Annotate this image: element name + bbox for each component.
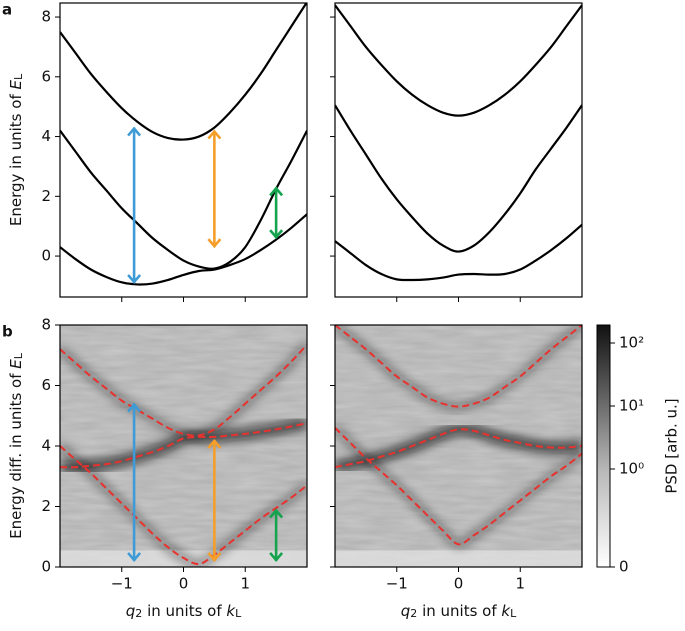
arrow-head <box>127 552 142 562</box>
xlabel-part: in units of <box>417 602 501 620</box>
x-tick-label: −1 <box>386 575 408 593</box>
xlabel-part: L <box>235 607 242 620</box>
colorbar-tick-label: 10⁰ <box>619 460 644 478</box>
xlabel-part: q <box>126 602 136 620</box>
dashed-curve <box>335 427 582 546</box>
colorbar-tick-label: 0 <box>619 558 629 576</box>
panel-label: a <box>2 1 12 19</box>
xlabel-part: k <box>501 602 511 620</box>
heatmap-floor <box>335 550 582 567</box>
band-curve <box>335 223 582 282</box>
x-tick-label: 0 <box>179 575 189 593</box>
arrow-head <box>207 129 222 140</box>
arrow-head <box>127 274 142 284</box>
arrow-head <box>207 438 222 449</box>
x-axis-label: q2 in units of kL <box>401 602 517 620</box>
x-tick-label: 0 <box>454 575 464 593</box>
ylabel-part: Energy diff. in units of <box>7 369 25 539</box>
band-curve <box>335 104 582 253</box>
y-tick-label: 8 <box>41 8 51 26</box>
ylabel-part: L <box>12 352 25 359</box>
colorbar-tick-label: 10² <box>619 334 644 352</box>
dashed-curve <box>60 445 307 565</box>
y-tick-label: 2 <box>41 187 51 205</box>
y-axis-label: Energy in units of EL <box>7 73 25 226</box>
arrow-head <box>127 126 142 137</box>
plot-area <box>60 325 307 567</box>
ylabel-part: E <box>7 359 25 369</box>
arrow-head <box>269 508 284 519</box>
band-curve <box>60 213 307 286</box>
arrow-head <box>269 186 284 197</box>
dashed-curve <box>335 428 582 469</box>
y-tick-label: 4 <box>41 437 51 455</box>
ylabel-part: L <box>12 73 25 80</box>
x-axis-label: q2 in units of kL <box>126 602 242 620</box>
arrow-head <box>207 238 222 249</box>
xlabel-part: L <box>510 607 517 620</box>
xlabel-part: q <box>401 602 411 620</box>
axes-frame <box>334 2 583 298</box>
xlabel-part: 2 <box>135 607 142 620</box>
band-curve <box>60 129 307 270</box>
band-curve <box>335 4 582 117</box>
y-tick-label: 6 <box>41 376 51 394</box>
arrow-head <box>207 552 222 562</box>
xlabel-part: in units of <box>142 602 226 620</box>
plot-area <box>60 3 307 286</box>
colorbar-tick-label: 10¹ <box>619 397 644 415</box>
panel-label: b <box>2 323 13 341</box>
colorbar-label: PSD [arb. u.] <box>663 398 681 493</box>
y-tick-label: 8 <box>41 316 51 334</box>
y-tick-label: 2 <box>41 497 51 515</box>
arrow-head <box>127 402 142 413</box>
dashed-curve <box>60 343 307 437</box>
heatmap-noise <box>60 325 307 567</box>
y-axis-label: Energy diff. in units of EL <box>7 352 25 539</box>
plot-area <box>335 4 582 282</box>
axes-frame <box>59 2 308 298</box>
y-tick-label: 0 <box>41 247 51 265</box>
dashed-curve <box>335 325 582 408</box>
x-tick-label: 1 <box>515 575 525 593</box>
x-tick-label: 1 <box>240 575 250 593</box>
xlabel-part: 2 <box>410 607 417 620</box>
y-tick-label: 0 <box>41 558 51 576</box>
arrow-head <box>269 229 284 240</box>
y-tick-label: 4 <box>41 127 51 145</box>
band-curve <box>60 3 307 141</box>
x-tick-label: −1 <box>111 575 133 593</box>
colorbar <box>596 324 611 568</box>
y-tick-label: 6 <box>41 67 51 85</box>
plot-area <box>335 325 582 567</box>
dashed-curve <box>60 422 307 469</box>
ylabel-part: Energy in units of <box>7 90 25 227</box>
xlabel-part: k <box>226 602 236 620</box>
ylabel-part: E <box>7 80 25 90</box>
arrow-head <box>269 552 284 562</box>
